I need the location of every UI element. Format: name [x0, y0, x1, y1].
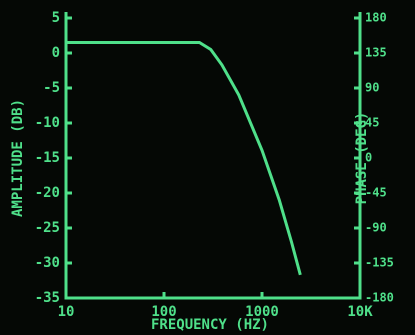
y2-tick-label: 45	[365, 116, 379, 130]
y-tick-label: -5	[43, 80, 60, 96]
y-tick-label: 5	[52, 10, 60, 26]
y2-tick-label: 180	[365, 11, 387, 25]
y-tick-label: -20	[35, 185, 60, 201]
x-tick-label: 10K	[347, 304, 373, 320]
y-tick-label: -35	[35, 290, 60, 306]
y2-tick-label: 135	[365, 46, 387, 60]
y-tick-label: -25	[35, 220, 60, 236]
y2-tick-label: -180	[365, 291, 394, 305]
y-tick-label: -30	[35, 255, 60, 271]
y2-tick-label: -135	[365, 256, 394, 270]
y2-tick-label: 90	[365, 81, 379, 95]
y-tick-label: -15	[35, 150, 60, 166]
x-tick-label: 100	[151, 304, 176, 320]
y2-tick-label: 0	[365, 151, 372, 165]
y-axis-label: AMPLITUDE (DB)	[10, 99, 26, 217]
chart: FREQUENCY (HZ) AMPLITUDE (DB) PHASE (DEG…	[0, 0, 415, 335]
y-tick-label: 0	[52, 45, 60, 61]
y-tick-label: -10	[35, 115, 60, 131]
x-tick-label: 10	[58, 304, 75, 320]
data-line	[66, 43, 300, 275]
y2-tick-label: -45	[365, 186, 387, 200]
y2-tick-label: -90	[365, 221, 387, 235]
x-tick-label: 1000	[245, 304, 279, 320]
